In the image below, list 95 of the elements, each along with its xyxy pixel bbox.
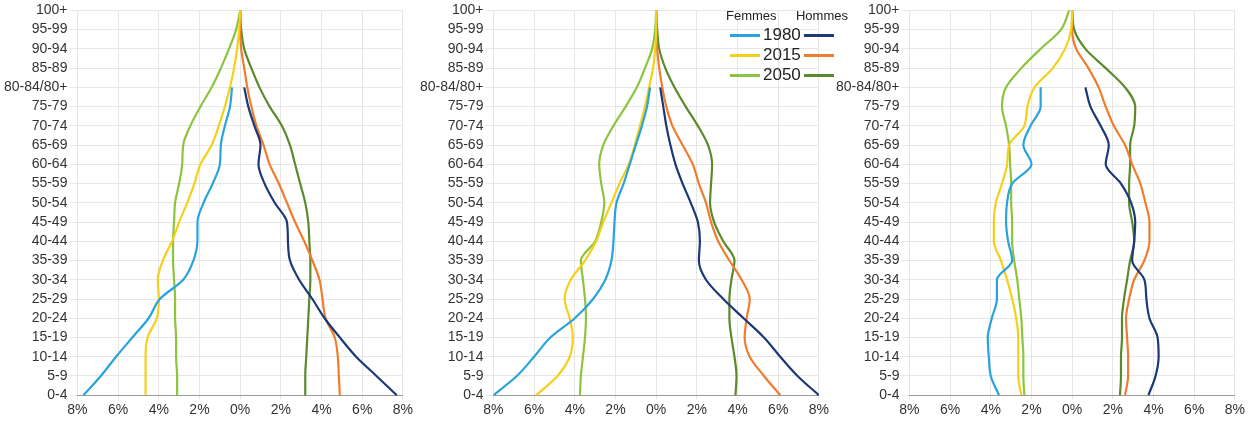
legend-label: 2015	[762, 45, 802, 65]
y-tick-label: 55-59	[31, 174, 68, 191]
y-tick-label: 45-49	[31, 212, 68, 229]
y-tick-label: 60-64	[863, 155, 900, 172]
y-tick-label: 80-84/80+	[419, 78, 484, 95]
y-tick-label: 95-99	[863, 20, 900, 37]
y-tick-label: 85-89	[447, 58, 484, 75]
x-tick-label: 4%	[311, 401, 332, 418]
y-tick-label: 30-34	[863, 270, 900, 287]
y-tick-label: 10-14	[863, 347, 900, 364]
x-tick-label: 4%	[564, 401, 585, 418]
y-tick-label: 15-19	[863, 328, 900, 345]
legend-label: 2050	[762, 65, 802, 85]
x-tick-label: 8%	[483, 401, 504, 418]
y-tick-label: 90-94	[447, 39, 484, 56]
x-tick-label: 0%	[230, 401, 251, 418]
y-tick-label: 0-4	[463, 386, 484, 403]
y-tick-label: 70-74	[447, 116, 484, 133]
y-tick-label: 0-4	[879, 386, 900, 403]
x-tick-label: 2%	[686, 401, 707, 418]
y-tick-label: 100+	[451, 1, 484, 18]
y-tick-label: 30-34	[31, 270, 68, 287]
y-tick-label: 25-29	[863, 289, 900, 306]
y-tick-label: 20-24	[31, 309, 68, 326]
y-tick-label: 55-59	[863, 174, 900, 191]
y-tick-label: 40-44	[863, 232, 900, 249]
x-tick-label: 6%	[108, 401, 129, 418]
y-tick-label: 25-29	[31, 289, 68, 306]
legend-label: 1980	[762, 25, 802, 45]
x-tick-label: 4%	[727, 401, 748, 418]
x-tick-label: 4%	[1143, 401, 1164, 418]
x-tick-label: 8%	[1224, 401, 1245, 418]
y-tick-label: 45-49	[863, 212, 900, 229]
x-tick-label: 8%	[808, 401, 829, 418]
x-tick-label: 6%	[352, 401, 373, 418]
y-tick-label: 5-9	[47, 366, 68, 383]
y-tick-label: 30-34	[447, 270, 484, 287]
y-tick-label: 65-69	[863, 135, 900, 152]
y-tick-label: 85-89	[31, 58, 68, 75]
y-tick-label: 50-54	[447, 193, 484, 210]
y-tick-label: 90-94	[863, 39, 900, 56]
x-tick-label: 2%	[270, 401, 291, 418]
y-tick-label: 35-39	[31, 251, 68, 268]
y-tick-label: 100+	[867, 1, 900, 18]
y-tick-label: 70-74	[863, 116, 900, 133]
y-tick-label: 85-89	[863, 58, 900, 75]
x-tick-label: 2%	[1102, 401, 1123, 418]
y-tick-label: 20-24	[447, 309, 484, 326]
y-tick-label: 65-69	[447, 135, 484, 152]
x-tick-label: 6%	[524, 401, 545, 418]
y-tick-label: 25-29	[447, 289, 484, 306]
y-tick-label: 60-64	[31, 155, 68, 172]
x-tick-label: 8%	[899, 401, 920, 418]
x-tick-label: 6%	[1184, 401, 1205, 418]
y-tick-label: 75-79	[447, 97, 484, 114]
y-tick-label: 75-79	[863, 97, 900, 114]
y-tick-label: 80-84/80+	[835, 78, 900, 95]
x-tick-label: 8%	[67, 401, 88, 418]
y-tick-label: 40-44	[447, 232, 484, 249]
y-tick-label: 70-74	[31, 116, 68, 133]
x-tick-label: 0%	[1062, 401, 1083, 418]
y-tick-label: 0-4	[47, 386, 68, 403]
y-tick-label: 95-99	[31, 20, 68, 37]
y-tick-label: 100+	[35, 1, 68, 18]
y-tick-label: 5-9	[879, 366, 900, 383]
annotation: Femmes	[726, 8, 777, 23]
y-tick-label: 95-99	[447, 20, 484, 37]
y-tick-label: 35-39	[447, 251, 484, 268]
y-tick-label: 50-54	[31, 193, 68, 210]
x-tick-label: 6%	[940, 401, 961, 418]
y-tick-label: 20-24	[863, 309, 900, 326]
y-tick-label: 90-94	[31, 39, 68, 56]
x-tick-label: 6%	[768, 401, 789, 418]
x-tick-label: 4%	[148, 401, 169, 418]
x-tick-label: 8%	[392, 401, 413, 418]
y-tick-label: 45-49	[447, 212, 484, 229]
y-tick-label: 10-14	[31, 347, 68, 364]
y-tick-label: 80-84/80+	[3, 78, 68, 95]
y-tick-label: 10-14	[447, 347, 484, 364]
y-tick-label: 35-39	[863, 251, 900, 268]
y-tick-label: 15-19	[447, 328, 484, 345]
x-tick-label: 2%	[605, 401, 626, 418]
y-tick-label: 75-79	[31, 97, 68, 114]
y-tick-label: 55-59	[447, 174, 484, 191]
y-tick-label: 60-64	[447, 155, 484, 172]
y-tick-label: 15-19	[31, 328, 68, 345]
x-tick-label: 4%	[980, 401, 1001, 418]
y-tick-label: 5-9	[463, 366, 484, 383]
x-tick-label: 2%	[1021, 401, 1042, 418]
x-tick-label: 2%	[189, 401, 210, 418]
y-tick-label: 40-44	[31, 232, 68, 249]
annotation: Hommes	[795, 8, 848, 23]
y-tick-label: 65-69	[31, 135, 68, 152]
y-tick-label: 50-54	[863, 193, 900, 210]
x-tick-label: 0%	[646, 401, 667, 418]
